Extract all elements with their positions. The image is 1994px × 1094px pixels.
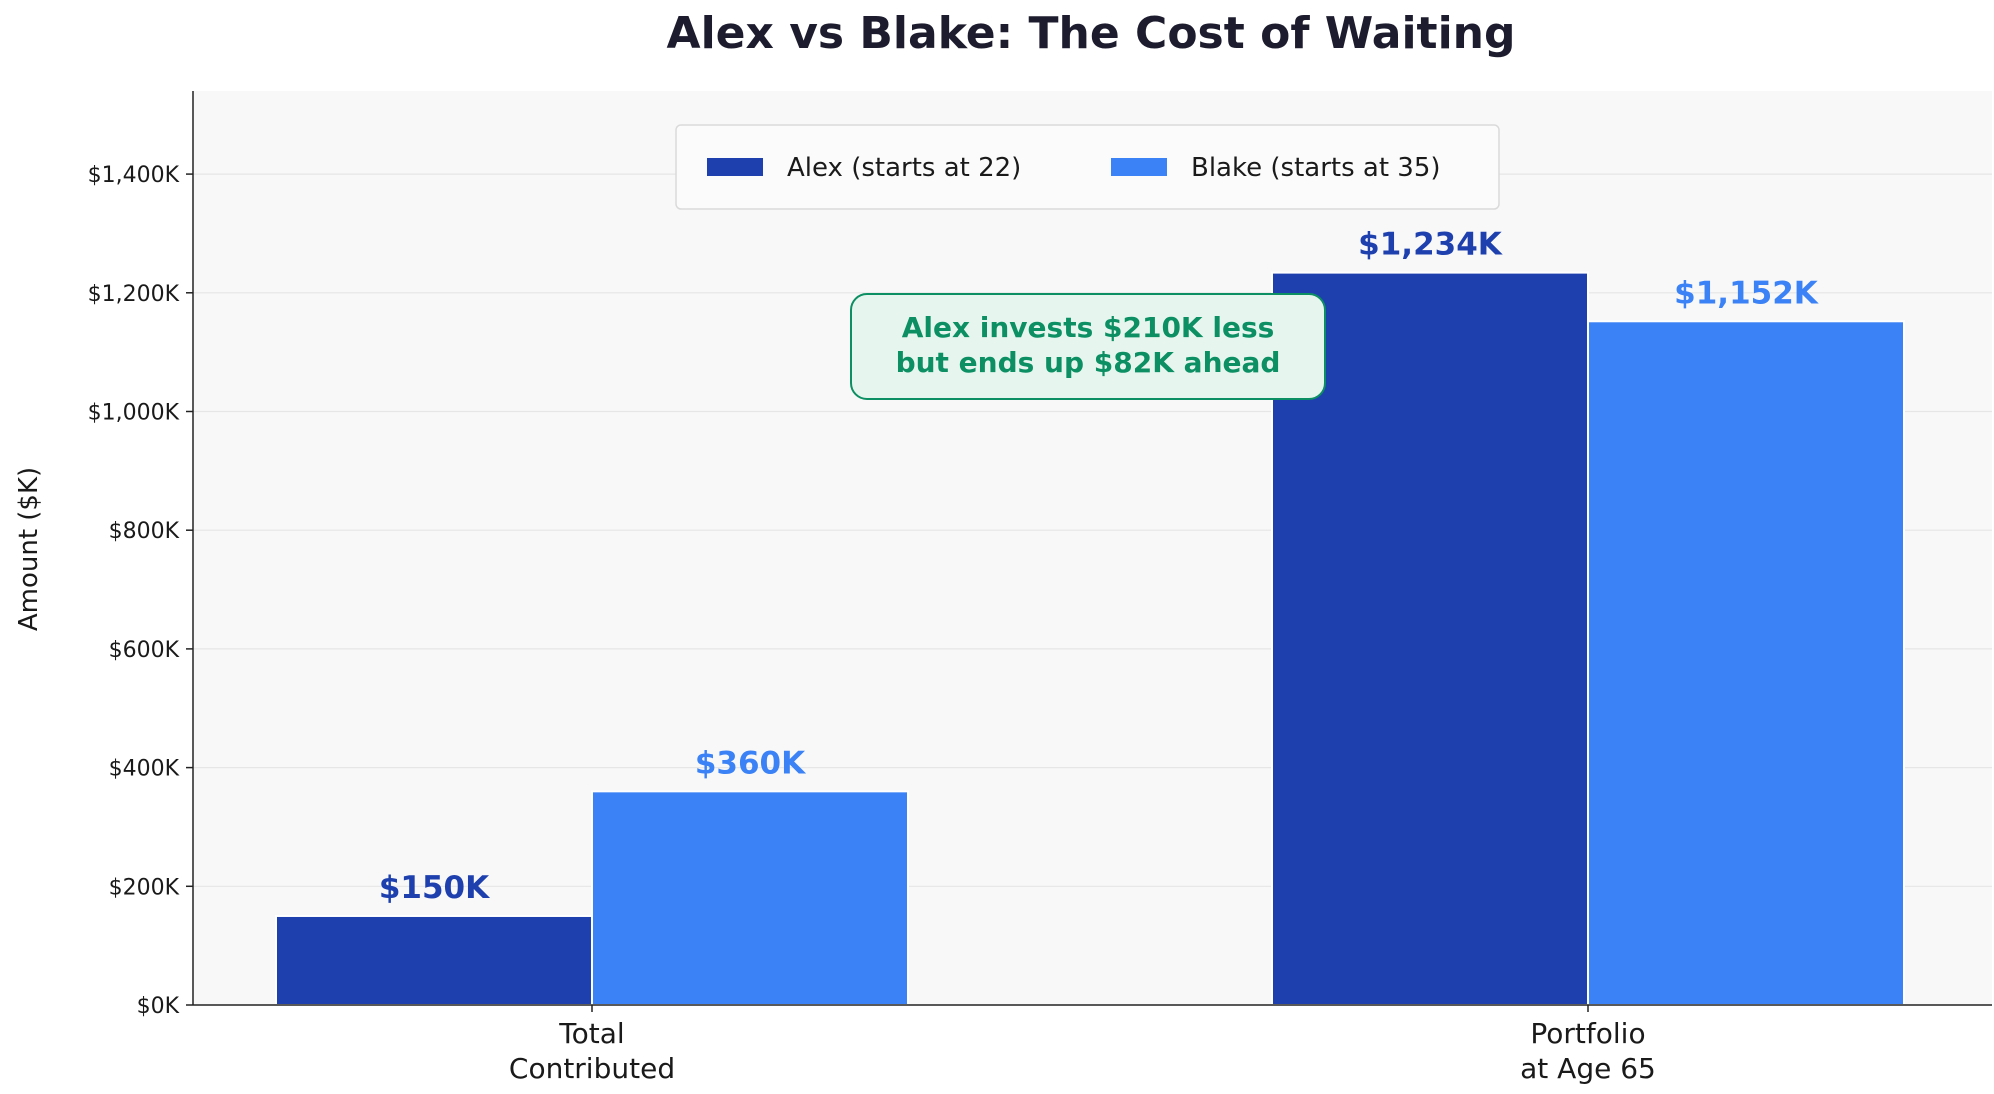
- x-tick-label: at Age 65: [1520, 1052, 1656, 1085]
- y-tick-label: $800K: [109, 519, 180, 544]
- annotation-box: [850, 293, 1326, 400]
- data-label: $360K: [695, 745, 806, 781]
- annotation: Alex invests $210K less but ends up $82K…: [850, 293, 1326, 400]
- y-axis-label: Amount ($K): [14, 467, 44, 631]
- legend: Alex (starts at 22) Blake (starts at 35): [675, 124, 1500, 210]
- y-ticks: $0K $200K $400K $600K $800K $1,000K $1,200K $1,…: [88, 163, 193, 1019]
- data-label: $150K: [379, 870, 490, 906]
- data-labels: $150K $360K $1,234K $1,152K: [379, 227, 1819, 906]
- annotation-line-2: but ends up $82K ahead: [896, 346, 1281, 379]
- legend-label-alex: Alex (starts at 22): [787, 153, 1021, 183]
- legend-swatch-alex: [707, 158, 763, 176]
- x-tick-label: Total: [558, 1017, 624, 1050]
- bar-blake-portfolio: [1587, 320, 1905, 1006]
- grid-lines: [193, 173, 1992, 887]
- x-tick-label: Contributed: [509, 1052, 675, 1085]
- y-tick-label: $1,000K: [88, 400, 180, 425]
- bar-blake-contributed: [591, 790, 909, 1006]
- y-tick-label: $400K: [109, 757, 180, 782]
- y-tick-label: $1,200K: [88, 282, 180, 307]
- data-label: $1,152K: [1674, 275, 1819, 311]
- bar-alex-contributed: [275, 914, 593, 1006]
- legend-box: [675, 124, 1500, 210]
- y-tick-label: $200K: [109, 875, 180, 900]
- y-tick-label: $600K: [109, 638, 180, 663]
- data-label: $1,234K: [1358, 227, 1503, 263]
- y-tick-label: $0K: [137, 994, 180, 1019]
- x-tick-label: Portfolio: [1530, 1017, 1645, 1050]
- y-tick-label: $1,400K: [88, 163, 180, 188]
- legend-swatch-blake: [1111, 158, 1167, 176]
- annotation-line-1: Alex invests $210K less: [902, 311, 1275, 344]
- chart-title: Alex vs Blake: The Cost of Waiting: [667, 8, 1516, 59]
- legend-label-blake: Blake (starts at 35): [1191, 153, 1441, 183]
- axes: [192, 91, 1992, 1006]
